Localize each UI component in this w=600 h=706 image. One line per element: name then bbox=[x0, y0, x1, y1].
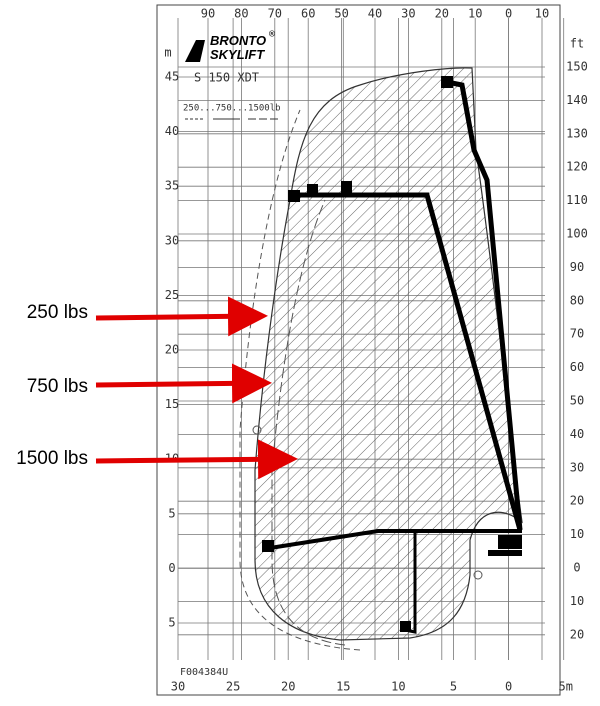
brand-top: BRONTO bbox=[210, 33, 266, 48]
callout-label: 1500 lbs bbox=[16, 448, 88, 469]
callout-label: 250 lbs bbox=[27, 302, 88, 323]
right-tick-label: 0 bbox=[573, 561, 580, 575]
right-tick-label: 140 bbox=[566, 93, 588, 107]
right-unit: ft bbox=[570, 37, 584, 51]
right-tick-label: 120 bbox=[566, 160, 588, 174]
logo: BRONTO SKYLIFT ® bbox=[185, 29, 276, 62]
bottom-tick-label: 5 bbox=[450, 680, 457, 694]
bottom-tick-label: 0 bbox=[505, 680, 512, 694]
model: S 150 XDT bbox=[194, 71, 259, 85]
top-tick-label: 70 bbox=[268, 7, 282, 21]
top-tick-label: 30 bbox=[401, 7, 415, 21]
left-unit: m bbox=[164, 46, 171, 60]
drawing-code: F004384U bbox=[180, 667, 228, 678]
bottom-tick-label: 25 bbox=[226, 680, 240, 694]
marker bbox=[252, 425, 262, 435]
right-tick-label: 10 bbox=[570, 527, 584, 541]
platforms bbox=[262, 76, 522, 632]
left-tick-label: 0 bbox=[168, 561, 175, 575]
bottom-tick-label: 20 bbox=[281, 680, 295, 694]
top-tick-label: 20 bbox=[435, 7, 449, 21]
left-tick-label: 5 bbox=[168, 506, 175, 520]
top-tick-label: 10 bbox=[468, 7, 482, 21]
left-tick-label: 5 bbox=[168, 616, 175, 630]
right-tick-label: 100 bbox=[566, 227, 588, 241]
callouts: 250 lbs 750 lbs 1500 lbs bbox=[16, 296, 298, 480]
brand-bottom: SKYLIFT bbox=[210, 47, 265, 62]
left-tick-label: 20 bbox=[165, 343, 179, 357]
right-tick-label: 10 bbox=[570, 594, 584, 608]
left-tick-label: 40 bbox=[165, 124, 179, 138]
right-tick-label: 50 bbox=[570, 394, 584, 408]
top-tick-label: 80 bbox=[234, 7, 248, 21]
marker bbox=[473, 570, 483, 580]
envelope-250 bbox=[239, 109, 361, 651]
right-tick-label: 60 bbox=[570, 360, 584, 374]
right-tick-label: 90 bbox=[570, 260, 584, 274]
registered-mark: ® bbox=[269, 29, 276, 40]
top-tick-label: 0 bbox=[505, 7, 512, 21]
right-tick-label: 130 bbox=[566, 126, 588, 140]
right-tick-label: 30 bbox=[570, 460, 584, 474]
top-tick-label: 50 bbox=[334, 7, 348, 21]
right-tick-label: 70 bbox=[570, 327, 584, 341]
left-tick-label: 15 bbox=[165, 397, 179, 411]
right-tick-label: 150 bbox=[566, 60, 588, 74]
left-tick-label: 25 bbox=[165, 288, 179, 302]
top-tick-label: 90 bbox=[201, 7, 215, 21]
right-tick-label: 40 bbox=[570, 427, 584, 441]
right-tick-label: 20 bbox=[570, 494, 584, 508]
bottom-tick-label: 30 bbox=[171, 680, 185, 694]
bottom-tick-label: 10 bbox=[391, 680, 405, 694]
boom bbox=[269, 79, 523, 634]
callout-arrow bbox=[95, 363, 272, 404]
callout-label: 750 lbs bbox=[27, 376, 88, 397]
frame bbox=[156, 4, 561, 696]
callout-arrow bbox=[95, 296, 268, 337]
callout-arrow bbox=[95, 439, 298, 480]
top-tick-label: 60 bbox=[301, 7, 315, 21]
top-tick-label: 10 bbox=[535, 7, 549, 21]
axis-labels: 4540353025201510505150140130120110100908… bbox=[165, 7, 588, 694]
work-envelope bbox=[254, 67, 523, 641]
bottom-tick-label: 15 bbox=[336, 680, 350, 694]
right-tick-label: 110 bbox=[566, 193, 588, 207]
left-tick-label: 45 bbox=[165, 70, 179, 84]
legend: 250...750...1500lb bbox=[183, 104, 281, 114]
bottom-tick-label: 5m bbox=[558, 680, 572, 694]
left-tick-label: 35 bbox=[165, 179, 179, 193]
left-tick-label: 30 bbox=[165, 233, 179, 247]
right-tick-label: 20 bbox=[570, 627, 584, 641]
top-tick-label: 40 bbox=[368, 7, 382, 21]
right-tick-label: 80 bbox=[570, 293, 584, 307]
